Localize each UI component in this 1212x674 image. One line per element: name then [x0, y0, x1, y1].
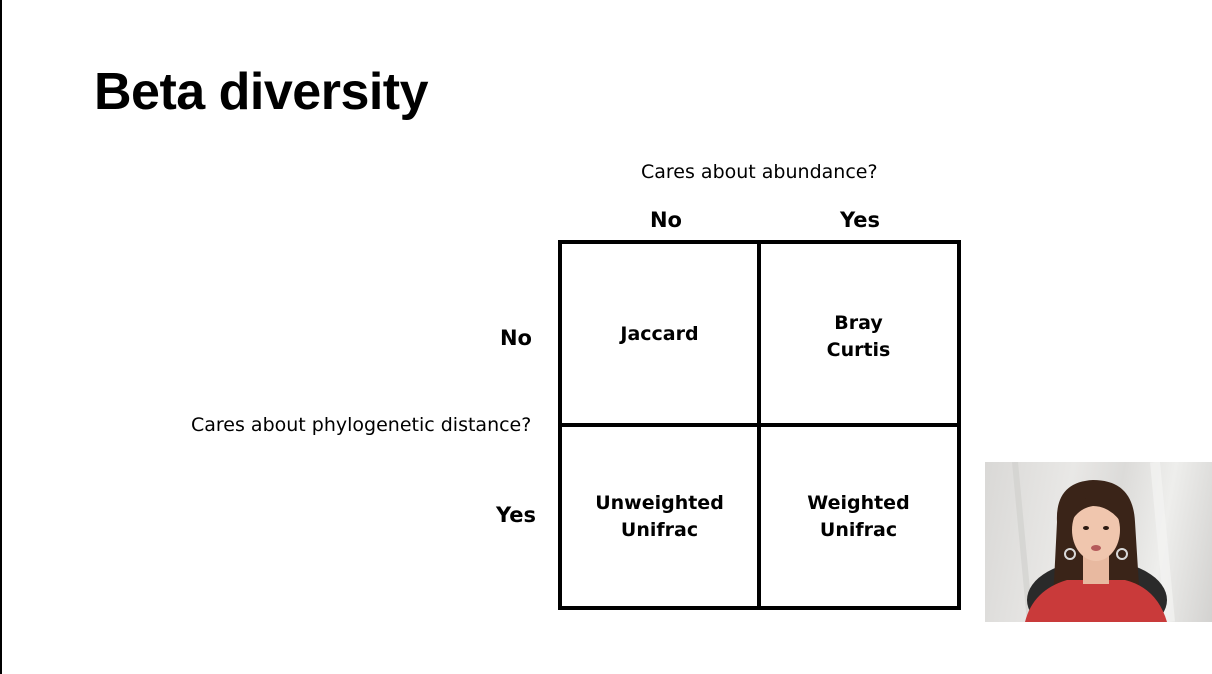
cell-jaccard: Jaccard [620, 323, 699, 345]
matrix-horizontal-divider [558, 423, 961, 427]
column-axis-label: Cares about abundance? [641, 161, 878, 183]
cell-unweighted-unifrac: Unweighted Unifrac [595, 492, 724, 541]
row-header-yes: Yes [495, 503, 536, 527]
cell-weighted-unifrac: Weighted Unifrac [807, 492, 910, 541]
column-header-yes: Yes [839, 208, 881, 232]
presenter-webcam [985, 462, 1212, 622]
presenter-video-icon [1012, 462, 1175, 622]
cell-bray-curtis: Bray Curtis [826, 312, 891, 361]
row-header-no: No [499, 326, 532, 350]
slide-left-border [0, 0, 2, 674]
slide-title: Beta diversity [94, 63, 429, 121]
column-header-no: No [649, 208, 682, 232]
row-axis-label: Cares about phylogenetic distance? [191, 414, 532, 436]
